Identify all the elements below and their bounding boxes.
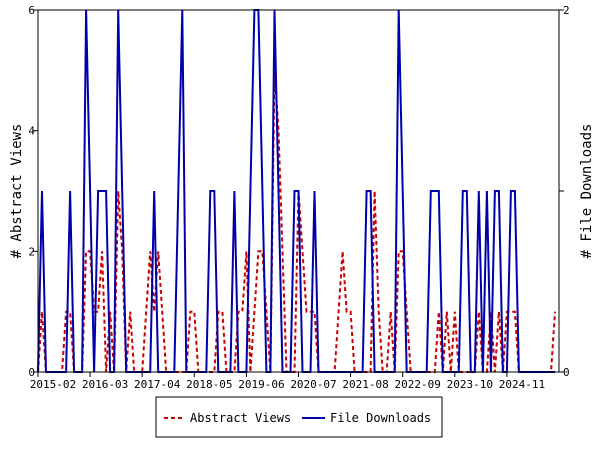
legend-label-abstract-views: Abstract Views xyxy=(190,411,291,425)
x-tick-label: 2017-04 xyxy=(134,378,181,391)
x-tick-label: 2019-06 xyxy=(238,378,284,391)
y-axis-right-title: # File Downloads xyxy=(579,124,595,259)
x-tick-label: 2024-11 xyxy=(499,378,545,391)
y-left-tick-label: 0 xyxy=(28,366,35,379)
y-right-tick-label: 2 xyxy=(563,4,570,17)
x-tick-label: 2016-03 xyxy=(82,378,128,391)
y-axis-left: 0 2 4 6 xyxy=(28,4,38,379)
legend-label-file-downloads: File Downloads xyxy=(330,411,431,425)
series-line-file-downloads xyxy=(37,9,555,373)
y-left-tick-label: 4 xyxy=(28,125,35,138)
legend: Abstract Views File Downloads xyxy=(155,396,443,438)
y-left-tick-label: 6 xyxy=(28,4,35,17)
legend-box xyxy=(155,396,443,438)
x-tick-label: 2015-02 xyxy=(30,378,76,391)
y-axis-left-title: # Abstract Views xyxy=(9,124,25,259)
x-tick-label: 2023-10 xyxy=(447,378,493,391)
x-tick-label: 2018-05 xyxy=(186,378,232,391)
x-axis: 2015-02 2016-03 2017-04 2018-05 2019-06 2020-… xyxy=(30,372,545,391)
y-left-tick-label: 2 xyxy=(28,245,35,258)
x-tick-label: 2021-08 xyxy=(342,378,388,391)
x-tick-label: 2022-09 xyxy=(395,378,441,391)
y-axis-right: 02 xyxy=(559,4,570,379)
y-right-tick-label: 0 xyxy=(563,366,570,379)
x-tick-label: 2020-07 xyxy=(290,378,336,391)
